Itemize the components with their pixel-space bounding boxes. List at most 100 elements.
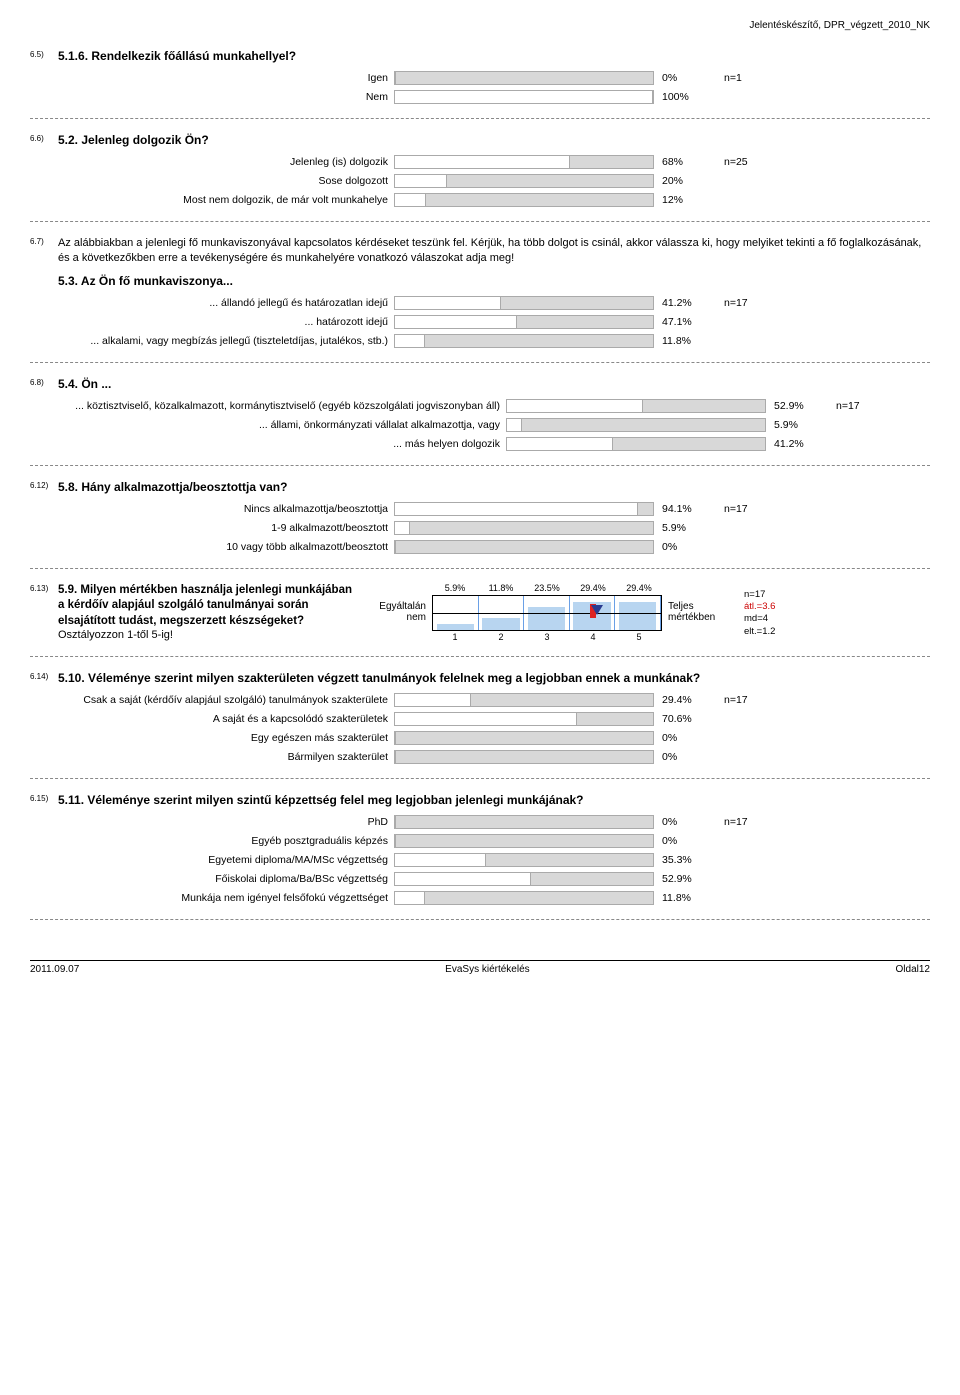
- bar-row: ... alkalami, vagy megbízás jellegű (tis…: [30, 334, 930, 348]
- bar-label: Bármilyen szakterület: [30, 751, 394, 763]
- bar-row: Főiskolai diploma/Ba/BSc végzettség 52.9%: [30, 872, 930, 886]
- bar-row: Igen0%n=1: [30, 71, 930, 85]
- bar-fill: [395, 892, 425, 904]
- q-title: 5.8. Hány alkalmazottja/beosztottja van?: [58, 480, 930, 494]
- bar-n: n=17: [822, 400, 860, 412]
- bar-track: [394, 521, 654, 535]
- bar-track: [394, 174, 654, 188]
- bar-fill: [395, 503, 638, 515]
- likert-end-left: Egyáltalán nem: [368, 583, 432, 623]
- bar-n: n=1: [710, 72, 742, 84]
- bar-track: [394, 872, 654, 886]
- bar-fill: [395, 194, 426, 206]
- bar-fill: [395, 694, 471, 706]
- bar-pct: 5.9%: [654, 522, 710, 534]
- bar-n: n=17: [710, 694, 748, 706]
- bar-fill: [507, 419, 522, 431]
- bar-track: [394, 71, 654, 85]
- bar-row: 10 vagy több alkalmazott/beosztott0%: [30, 540, 930, 554]
- bar-pct: 52.9%: [654, 873, 710, 885]
- bar-fill: [507, 400, 643, 412]
- bar-fill: [395, 297, 501, 309]
- bar-n: n=25: [710, 156, 748, 168]
- bar-fill: [395, 751, 396, 763]
- bar-track: [394, 750, 654, 764]
- q-num: 6.13): [30, 583, 58, 593]
- bar-fill: [395, 732, 396, 744]
- bar-pct: 68%: [654, 156, 710, 168]
- bar-fill: [507, 438, 613, 450]
- bar-fill: [395, 541, 396, 553]
- bar-track: [394, 853, 654, 867]
- q-num: 6.5): [30, 49, 58, 59]
- bar-fill: [395, 175, 447, 187]
- bar-track: [394, 693, 654, 707]
- bar-track: [506, 418, 766, 432]
- bar-track: [394, 891, 654, 905]
- bar-row: A saját és a kapcsolódó szakterületek 70.…: [30, 712, 930, 726]
- bar-track: [394, 731, 654, 745]
- bar-label: ... állandó jellegű és határozatlan idej…: [30, 297, 394, 309]
- bar-row: ... állami, önkormányzati vállalat alkal…: [30, 418, 930, 432]
- bar-fill: [395, 522, 410, 534]
- bar-row: PhD0%n=17: [30, 815, 930, 829]
- bar-pct: 41.2%: [654, 297, 710, 309]
- bar-fill: [395, 91, 653, 103]
- bar-pct: 47.1%: [654, 316, 710, 328]
- bar-label: A saját és a kapcsolódó szakterületek: [30, 713, 394, 725]
- bar-pct: 0%: [654, 732, 710, 744]
- q-title: 5.9. Milyen mértékben használja jelenleg…: [58, 584, 352, 627]
- bar-label: PhD: [30, 816, 394, 828]
- q-num: 6.8): [30, 377, 58, 387]
- bar-pct: 0%: [654, 816, 710, 828]
- bar-label: ... határozott idejű: [30, 316, 394, 328]
- q-title: 5.3. Az Ön fő munkaviszonya...: [58, 274, 930, 288]
- bar-track: [506, 399, 766, 413]
- bar-fill: [395, 335, 425, 347]
- bar-label: 1-9 alkalmazott/beosztott: [30, 522, 394, 534]
- bar-track: [394, 193, 654, 207]
- bar-pct: 70.6%: [654, 713, 710, 725]
- bar-row: Csak a saját (kérdőív alapjául szolgáló)…: [30, 693, 930, 707]
- bar-pct: 0%: [654, 835, 710, 847]
- section-divider: [30, 656, 930, 657]
- bar-track: [394, 315, 654, 329]
- bar-row: Bármilyen szakterület 0%: [30, 750, 930, 764]
- bar-pct: 29.4%: [654, 694, 710, 706]
- bar-pct: 11.8%: [654, 335, 710, 347]
- q-title: 5.1.6. Rendelkezik főállású munkahellyel…: [58, 49, 930, 63]
- bar-track: [394, 815, 654, 829]
- q-title: 5.11. Véleménye szerint milyen szintű ké…: [58, 793, 930, 807]
- bar-label: Igen: [30, 72, 394, 84]
- bar-label: Főiskolai diploma/Ba/BSc végzettség: [30, 873, 394, 885]
- bar-row: Sose dolgozott20%: [30, 174, 930, 188]
- bar-label: ... alkalami, vagy megbízás jellegű (tis…: [30, 335, 394, 347]
- bar-pct: 0%: [654, 751, 710, 763]
- q-num: 6.7): [30, 236, 58, 246]
- section-divider: [30, 118, 930, 119]
- bar-row: 1-9 alkalmazott/beosztott 5.9%: [30, 521, 930, 535]
- bar-track: [394, 334, 654, 348]
- bar-row: Nem100%: [30, 90, 930, 104]
- bar-label: ... köztisztviselő, közalkalmazott, korm…: [30, 400, 506, 412]
- likert-chart: 5.9%11.8%23.5%29.4%29.4%12345: [432, 583, 662, 642]
- q-title: 5.4. Ön ...: [58, 377, 930, 391]
- bar-row: Jelenleg (is) dolgozik68%n=25: [30, 155, 930, 169]
- bar-row: ... határozott idejű 47.1%: [30, 315, 930, 329]
- bar-label: Csak a saját (kérdőív alapjául szolgáló)…: [30, 694, 394, 706]
- bar-pct: 35.3%: [654, 854, 710, 866]
- bar-pct: 12%: [654, 194, 710, 206]
- bar-row: Most nem dolgozik, de már volt munkahely…: [30, 193, 930, 207]
- section-divider: [30, 465, 930, 466]
- bar-fill: [395, 713, 577, 725]
- bar-track: [394, 834, 654, 848]
- section-divider: [30, 919, 930, 920]
- bar-pct: 11.8%: [654, 892, 710, 904]
- bar-pct: 52.9%: [766, 400, 822, 412]
- bar-pct: 41.2%: [766, 438, 822, 450]
- q-title: 5.10. Véleménye szerint milyen szakterül…: [58, 671, 930, 685]
- bar-label: ... állami, önkormányzati vállalat alkal…: [30, 419, 506, 431]
- bar-pct: 5.9%: [766, 419, 822, 431]
- bar-row: ... más helyen dolgozik41.2%: [30, 437, 930, 451]
- section-divider: [30, 778, 930, 779]
